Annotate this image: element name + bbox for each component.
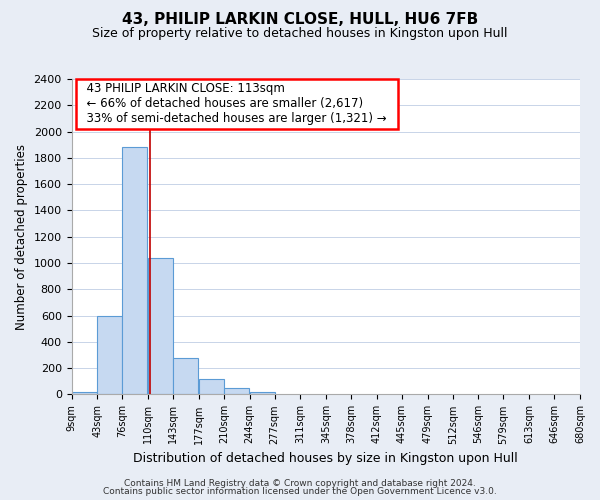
X-axis label: Distribution of detached houses by size in Kingston upon Hull: Distribution of detached houses by size … — [133, 452, 518, 465]
Text: Contains public sector information licensed under the Open Government Licence v3: Contains public sector information licen… — [103, 487, 497, 496]
Bar — [122, 148, 148, 394]
Text: 43, PHILIP LARKIN CLOSE, HULL, HU6 7FB: 43, PHILIP LARKIN CLOSE, HULL, HU6 7FB — [122, 12, 478, 28]
Text: Contains HM Land Registry data © Crown copyright and database right 2024.: Contains HM Land Registry data © Crown c… — [124, 478, 476, 488]
Bar — [173, 358, 198, 395]
Bar — [148, 258, 173, 394]
Bar — [250, 392, 275, 394]
Text: 43 PHILIP LARKIN CLOSE: 113sqm
  ← 66% of detached houses are smaller (2,617)
  : 43 PHILIP LARKIN CLOSE: 113sqm ← 66% of … — [79, 82, 394, 125]
Bar — [224, 388, 249, 394]
Text: Size of property relative to detached houses in Kingston upon Hull: Size of property relative to detached ho… — [92, 28, 508, 40]
Bar — [71, 392, 97, 394]
Bar — [199, 380, 224, 394]
Y-axis label: Number of detached properties: Number of detached properties — [15, 144, 28, 330]
Bar — [97, 316, 122, 394]
